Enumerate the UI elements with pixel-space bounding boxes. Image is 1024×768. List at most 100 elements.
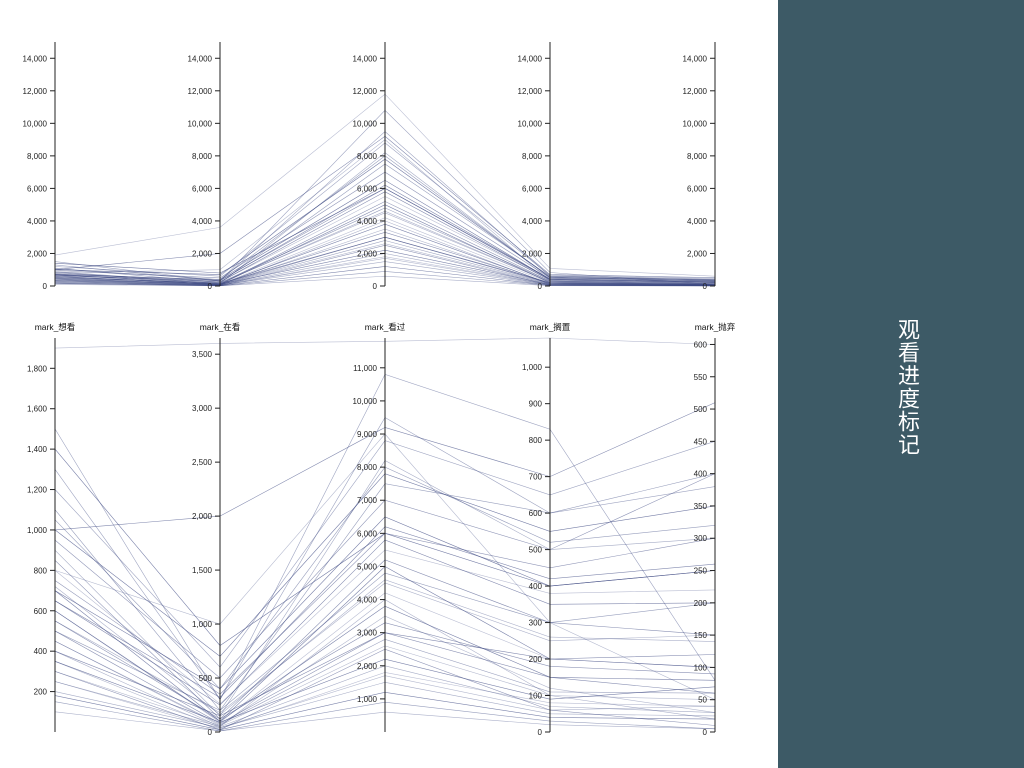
tick-label: 0 xyxy=(538,282,543,291)
tick-label: 600 xyxy=(694,340,708,349)
axis-5: 0 2,000 4,000 6,000 8,000 10,000 12,000 14,000 xyxy=(683,42,716,291)
tick-label: 6,000 xyxy=(192,184,213,193)
tick-label: 400 xyxy=(529,582,543,591)
tick-label: 400 xyxy=(694,470,708,479)
tick-label: 12,000 xyxy=(23,87,48,96)
chart-svg: 02,0004,0006,0008,00010,00012,00014,0000… xyxy=(23,42,736,737)
axis-4: 0 2,000 4,000 6,000 8,000 10,000 12,000 14,000 xyxy=(518,42,551,291)
tick-label: 2,000 xyxy=(357,662,378,671)
tick-label: 600 xyxy=(529,509,543,518)
tick-label: 450 xyxy=(694,437,708,446)
tick-label: 250 xyxy=(694,567,708,576)
tick-label: 300 xyxy=(694,534,708,543)
axis-title: mark_看过 xyxy=(365,322,406,332)
tick-label: 6,000 xyxy=(522,184,543,193)
tick-label: 2,000 xyxy=(192,249,213,258)
tick-label: 12,000 xyxy=(188,87,213,96)
tick-label: 3,000 xyxy=(192,404,213,413)
tick-label: 1,400 xyxy=(27,445,48,454)
tick-label: 10,000 xyxy=(23,119,48,128)
axis-3: 0 2,000 4,000 6,000 8,000 10,000 12,000 14,000 xyxy=(353,42,386,291)
tick-label: 100 xyxy=(529,692,543,701)
tick-label: 1,500 xyxy=(192,566,213,575)
tick-label: 500 xyxy=(529,546,543,555)
tick-label: 100 xyxy=(694,663,708,672)
tick-label: 6,000 xyxy=(357,529,378,538)
tick-label: 14,000 xyxy=(188,54,213,63)
tick-label: 200 xyxy=(34,688,48,697)
tick-label: 200 xyxy=(529,655,543,664)
tick-label: 300 xyxy=(529,619,543,628)
tick-label: 200 xyxy=(694,599,708,608)
tick-label: 4,000 xyxy=(687,217,708,226)
tick-label: 150 xyxy=(694,631,708,640)
side-panel-title: 观看进度标记 xyxy=(894,318,919,456)
tick-label: 700 xyxy=(529,473,543,482)
tick-label: 500 xyxy=(694,405,708,414)
tick-label: 2,000 xyxy=(687,249,708,258)
tick-label: 1,200 xyxy=(27,486,48,495)
tick-label: 350 xyxy=(694,502,708,511)
tick-label: 600 xyxy=(34,607,48,616)
tick-label: 800 xyxy=(529,436,543,445)
tick-label: 14,000 xyxy=(23,54,48,63)
tick-label: 4,000 xyxy=(27,217,48,226)
axis-4: 0 100 200 300 400 500 600 700 800 900 1,000 mark_搁置 xyxy=(522,322,571,737)
tick-label: 1,000 xyxy=(357,695,378,704)
tick-label: 14,000 xyxy=(518,54,543,63)
tick-label: 0 xyxy=(373,282,378,291)
tick-label: 0 xyxy=(538,728,543,737)
tick-label: 10,000 xyxy=(683,119,708,128)
axis-title: mark_想看 xyxy=(35,322,76,332)
axis-title: mark_在看 xyxy=(200,322,241,332)
axis-1: 200 400 600 800 1,000 1,200 1,400 1,600 1,800 mar… xyxy=(27,322,75,732)
tick-label: 4,000 xyxy=(357,596,378,605)
tick-label: 2,500 xyxy=(192,458,213,467)
tick-label: 4,000 xyxy=(522,217,543,226)
tick-label: 12,000 xyxy=(353,87,378,96)
tick-label: 1,800 xyxy=(27,364,48,373)
tick-label: 14,000 xyxy=(353,54,378,63)
tick-label: 0 xyxy=(208,728,213,737)
tick-label: 1,000 xyxy=(192,620,213,629)
tick-label: 1,000 xyxy=(522,363,543,372)
tick-label: 8,000 xyxy=(192,152,213,161)
tick-label: 0 xyxy=(703,282,708,291)
tick-label: 0 xyxy=(208,282,213,291)
tick-label: 0 xyxy=(703,728,708,737)
tick-label: 2,000 xyxy=(357,249,378,258)
tick-label: 0 xyxy=(43,282,48,291)
tick-label: 800 xyxy=(34,566,48,575)
tick-label: 8,000 xyxy=(357,463,378,472)
axis-1: 0 2,000 4,000 6,000 8,000 10,000 12,000 14,000 xyxy=(23,42,56,291)
tick-label: 1,000 xyxy=(27,526,48,535)
tick-label: 2,000 xyxy=(522,249,543,258)
tick-label: 11,000 xyxy=(353,364,377,373)
tick-label: 2,000 xyxy=(192,512,213,521)
tick-label: 6,000 xyxy=(27,184,48,193)
tick-label: 6,000 xyxy=(687,184,708,193)
tick-label: 12,000 xyxy=(518,87,543,96)
axis-2: 0 500 1,000 1,500 2,000 2,500 3,000 3,500 mark_在… xyxy=(192,322,240,737)
chart-panel-2: 200 400 600 800 1,000 1,200 1,400 1,600 1,800 mar… xyxy=(27,322,736,737)
tick-label: 550 xyxy=(694,373,708,382)
chart-panel-1: 02,0004,0006,0008,00010,00012,00014,0000… xyxy=(23,42,716,291)
axis-title: mark_搁置 xyxy=(530,322,571,332)
tick-label: 9,000 xyxy=(357,430,378,439)
side-panel: 观看进度标记 xyxy=(778,0,1024,768)
axis-title: mark_抛弃 xyxy=(695,322,736,332)
parallel-coordinates-chart: 0 2,000 4,000 6,000 8,000 10,000 12,000 14,000 0… xyxy=(23,42,736,737)
tick-label: 6,000 xyxy=(357,184,378,193)
tick-label: 400 xyxy=(34,647,48,656)
tick-label: 3,500 xyxy=(192,350,213,359)
tick-label: 10,000 xyxy=(353,119,378,128)
tick-label: 50 xyxy=(698,696,707,705)
tick-label: 4,000 xyxy=(357,217,378,226)
tick-label: 8,000 xyxy=(357,152,378,161)
tick-label: 3,000 xyxy=(357,629,378,638)
tick-label: 900 xyxy=(529,400,543,409)
axis-3: 1,000 2,000 3,000 4,000 5,000 6,000 7,000 8,000… xyxy=(353,322,406,732)
tick-label: 500 xyxy=(199,674,213,683)
tick-label: 8,000 xyxy=(27,152,48,161)
axis-5: 0 50 100 150 200 250 300 350 400 450 500 550 600 mark… xyxy=(694,322,736,737)
